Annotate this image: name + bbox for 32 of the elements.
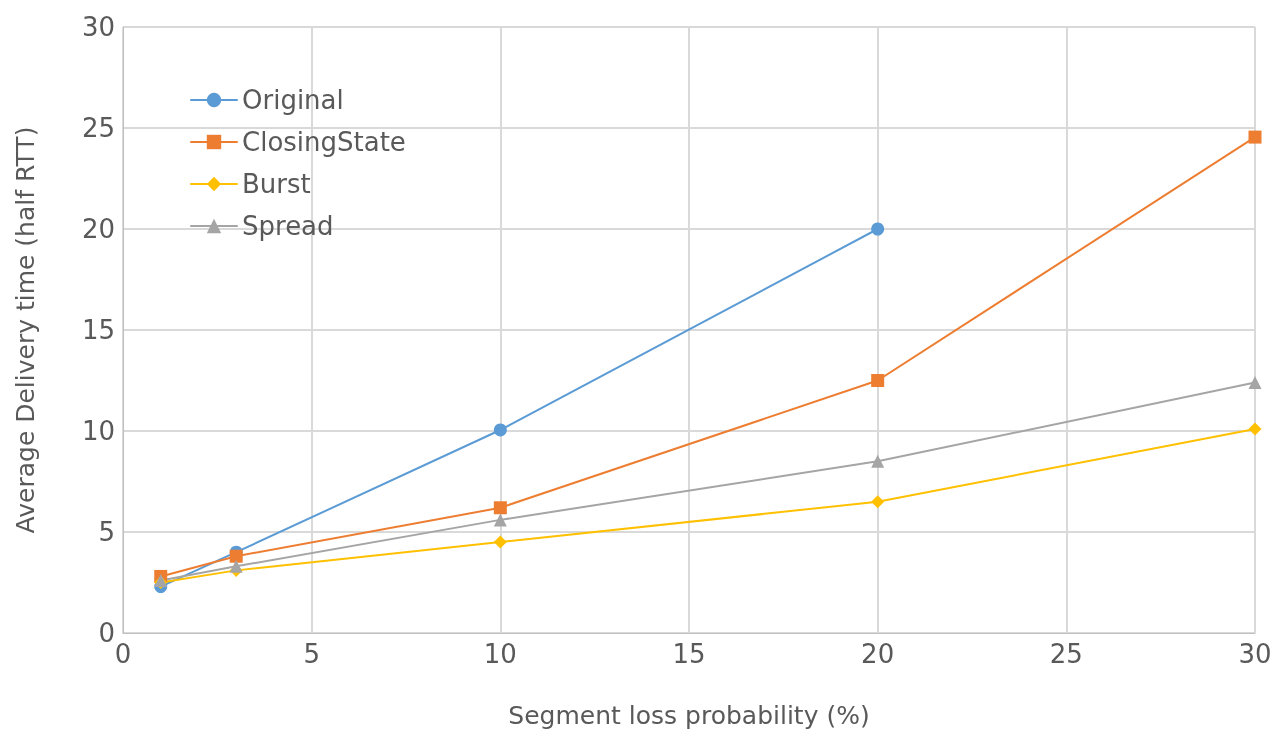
point xyxy=(871,374,885,387)
x-axis-title: Segment loss probability (%) xyxy=(508,701,870,730)
point xyxy=(493,501,507,515)
x-tick-label: 20 xyxy=(861,639,895,669)
y-axis-title: Average Delivery time (half RTT) xyxy=(11,126,40,534)
point xyxy=(493,423,507,437)
legend-label: Burst xyxy=(242,169,311,199)
y-tick-label: 5 xyxy=(98,517,115,547)
x-tick-label: 15 xyxy=(672,639,706,669)
x-tick-label: 25 xyxy=(1049,639,1083,669)
point xyxy=(493,513,507,527)
y-tick-label: 15 xyxy=(81,315,115,345)
point xyxy=(871,454,885,468)
point xyxy=(1248,422,1262,436)
legend-label: ClosingState xyxy=(242,127,406,157)
legend-label: Spread xyxy=(242,211,334,241)
x-tick-label: 5 xyxy=(303,639,320,669)
point xyxy=(871,222,885,236)
point xyxy=(229,559,243,573)
x-tick-label: 30 xyxy=(1238,639,1272,669)
point xyxy=(229,549,243,563)
point xyxy=(871,495,885,509)
point xyxy=(1248,130,1262,144)
y-tick-label: 30 xyxy=(81,12,115,42)
point xyxy=(493,535,507,549)
y-tick-label: 0 xyxy=(98,618,115,648)
point xyxy=(1248,376,1262,390)
y-tick-label: 25 xyxy=(81,113,115,143)
y-tick-label: 10 xyxy=(81,416,115,446)
x-tick-label: 10 xyxy=(483,639,517,669)
legend-label: Original xyxy=(242,85,344,115)
y-tick-label: 20 xyxy=(81,214,115,244)
